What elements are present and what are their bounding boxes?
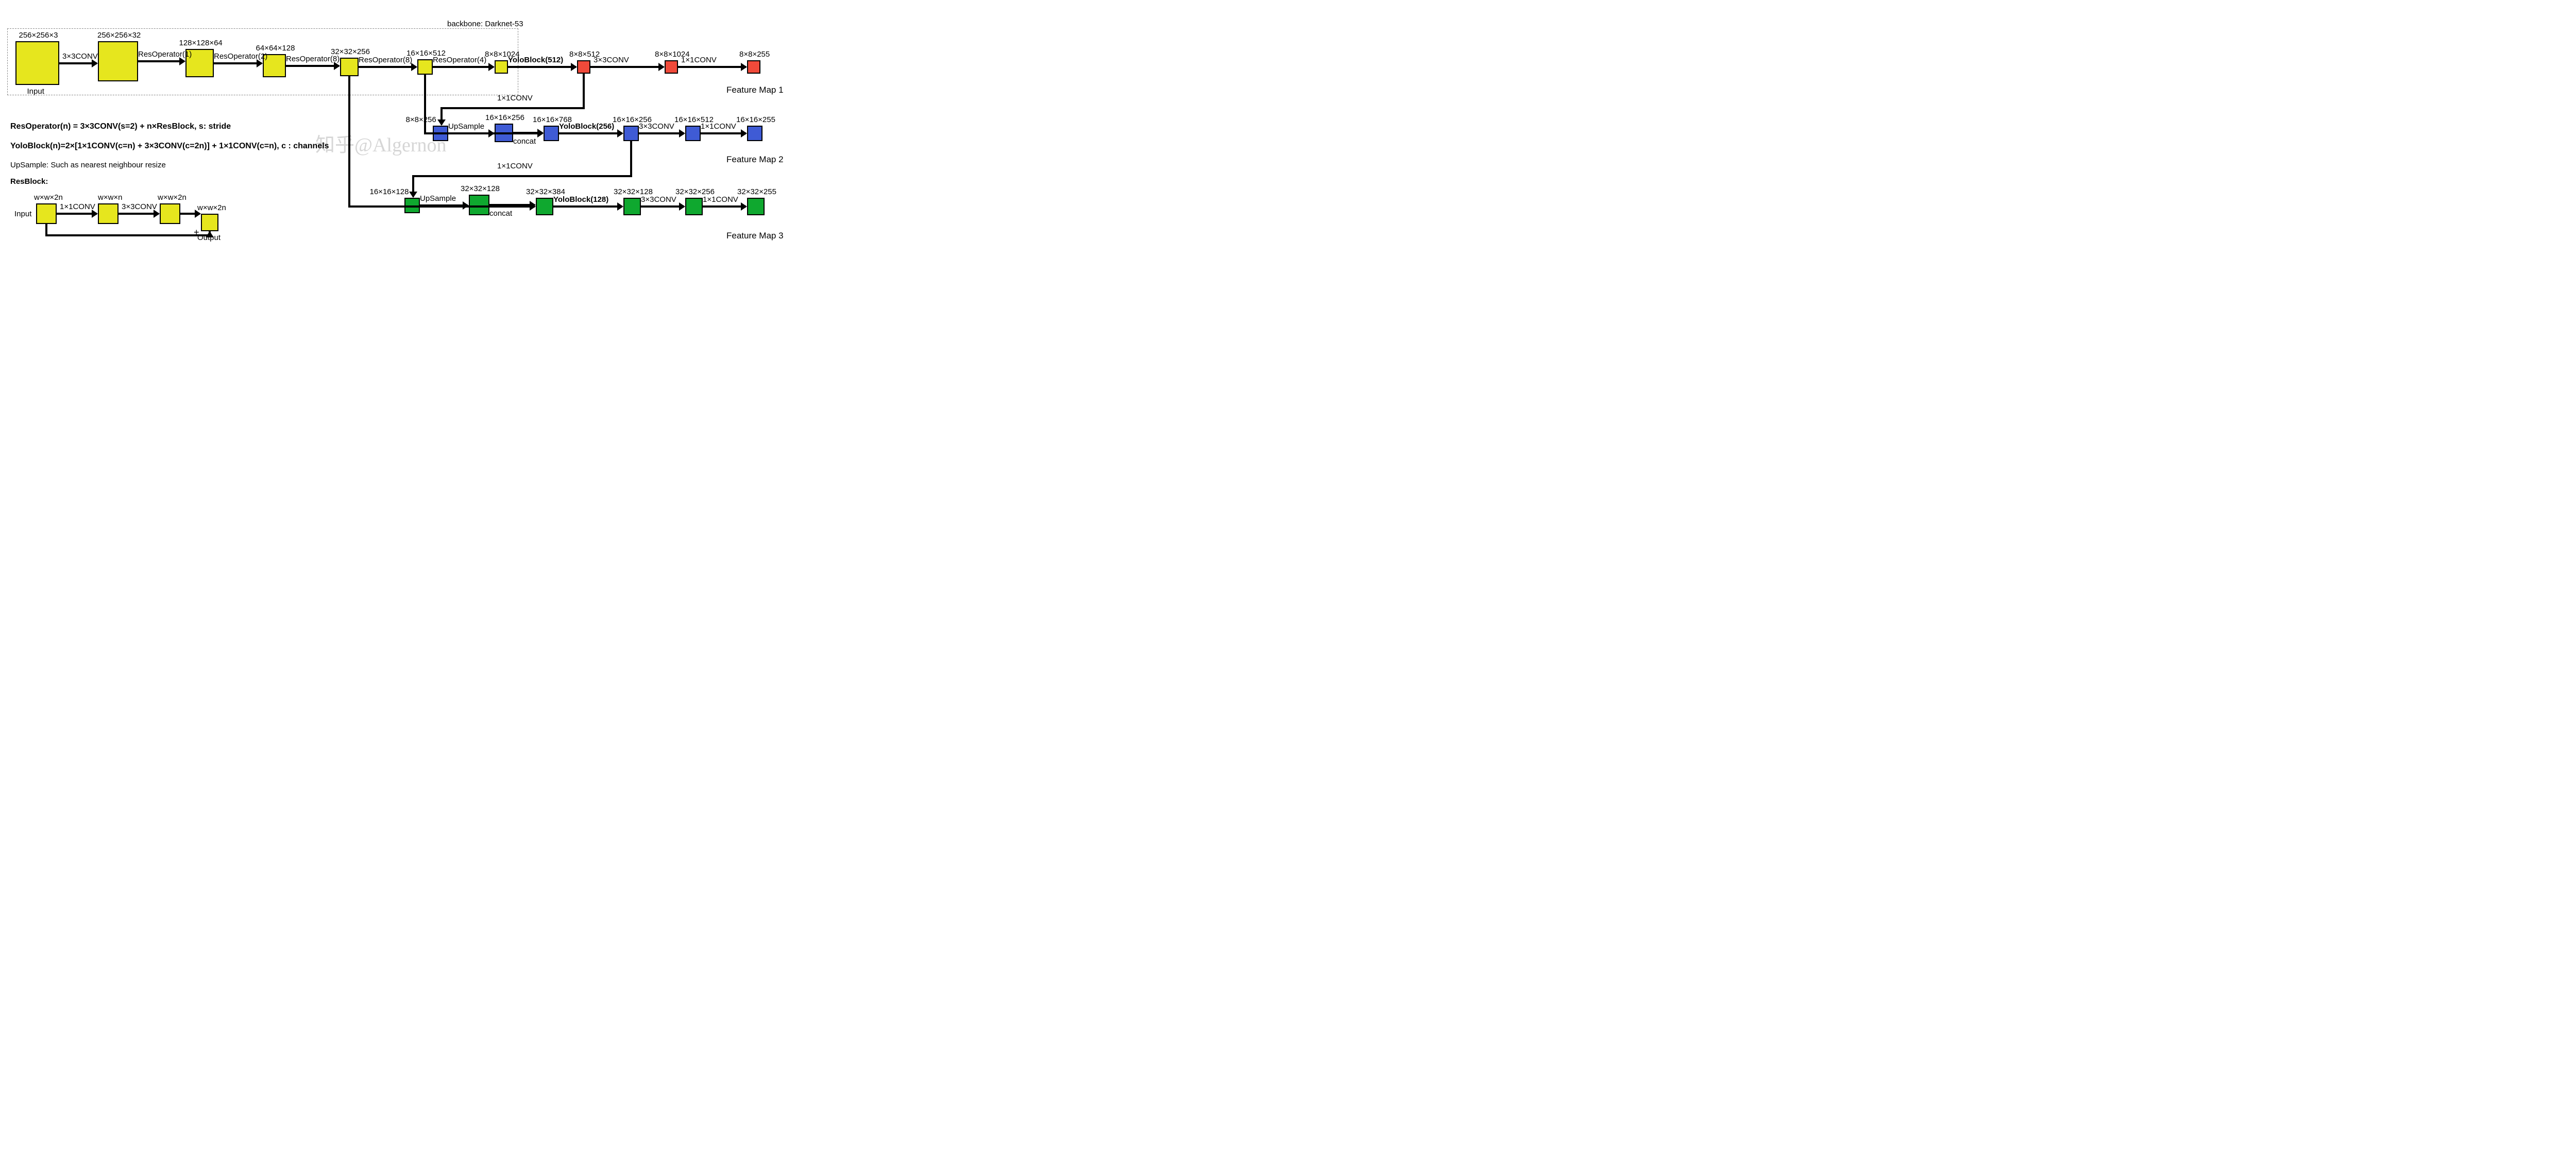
node-r8a — [340, 58, 359, 76]
edge-r8a-r8b — [359, 66, 416, 68]
node-ct1 — [544, 126, 559, 141]
dim-r2: 64×64×128 — [256, 44, 295, 53]
node-rb_o — [201, 214, 218, 231]
edge-r8b-r4 — [433, 66, 494, 68]
edge-yb1-m1a — [590, 66, 664, 68]
edge-m3a-m3b — [703, 205, 746, 208]
node-r8b — [417, 59, 433, 75]
edge-label-in-c0: 3×3CONV — [62, 52, 98, 61]
edge-yb3-m3a — [641, 205, 684, 208]
edge-r4-yb1 — [508, 66, 576, 68]
backbone-label: backbone: Darknet-53 — [447, 20, 523, 28]
edge-label-rb_a-rb_b: 3×3CONV — [122, 202, 157, 211]
edge-label-yb1-m1a: 3×3CONV — [594, 56, 629, 64]
dim-u2: 32×32×128 — [461, 184, 500, 193]
plus-sign: + — [194, 227, 199, 238]
edge-label-u1-ct1: concat — [513, 137, 536, 146]
lbl-rb_in: Input — [14, 210, 31, 218]
edge-rb_b-rb_o — [180, 213, 200, 215]
node-m2b — [747, 126, 762, 141]
edge-label-r1-r2: ResOperator(2) — [214, 52, 267, 61]
fmap-1: Feature Map 1 — [726, 85, 784, 95]
formula-1: ResOperator(n) = 3×3CONV(s=2) + n×ResBlo… — [10, 122, 231, 131]
node-rb_b — [160, 203, 180, 224]
fmap-3: Feature Map 3 — [726, 231, 784, 241]
edge-r1-r2 — [214, 62, 262, 64]
dim-m3b: 32×32×255 — [737, 187, 776, 196]
dim-r1: 128×128×64 — [179, 39, 223, 47]
edge-label-rb_in-rb_a: 1×1CONV — [60, 202, 95, 211]
edge-label-m2a-m2b: 1×1CONV — [701, 122, 736, 131]
dim-rb_o: w×w×2n — [197, 203, 226, 212]
edge-m2a-m2b — [701, 132, 746, 134]
formula-3: UpSample: Such as nearest neighbour resi… — [10, 161, 166, 169]
dim-c0: 256×256×32 — [97, 31, 141, 40]
resblock-title: ResBlock: — [10, 177, 48, 186]
node-in — [15, 41, 59, 85]
edge-label-ct1-yb2: YoloBlock(256) — [559, 122, 614, 131]
edge-label-d2-u2: UpSample — [420, 194, 456, 203]
dim-u1: 16×16×256 — [485, 113, 524, 122]
node-m1a — [665, 60, 678, 74]
node-yb3 — [623, 198, 641, 215]
node-m3a — [685, 198, 703, 215]
node-m1b — [747, 60, 760, 74]
edge-label-yb2-m2a: 3×3CONV — [639, 122, 674, 131]
lbl-in: Input — [27, 87, 44, 96]
node-r4 — [495, 60, 508, 74]
node-m2a — [685, 126, 701, 141]
edge-in-c0 — [59, 62, 97, 64]
node-yb1 — [577, 60, 590, 74]
node-yb2 — [623, 126, 639, 141]
edge-label-d1-u1: UpSample — [448, 122, 484, 131]
edge-ct2-yb3 — [553, 205, 622, 208]
node-m3b — [747, 198, 765, 215]
edge-m1a-m1b — [678, 66, 746, 68]
edge-label-c0-r1: ResOperator(1) — [138, 50, 192, 59]
edge-label-yb3-m3a: 3×3CONV — [641, 195, 676, 204]
formula-2: YoloBlock(n)=2×[1×1CONV(c=n) + 3×3CONV(c… — [10, 142, 329, 151]
edge-ct1-yb2 — [559, 132, 622, 134]
node-ct2 — [536, 198, 553, 215]
edge-label-r8b-r4: ResOperator(4) — [433, 56, 486, 64]
edge-r2-r8a — [286, 65, 339, 67]
dim-d1: 8×8×256 — [406, 115, 436, 124]
edge-c0-r1 — [138, 60, 184, 62]
edge-label-r4-yb1: YoloBlock(512) — [508, 56, 563, 64]
node-u2 — [469, 195, 489, 215]
edge-label-u2-ct2: concat — [489, 209, 512, 218]
node-rb_a — [98, 203, 118, 224]
node-c0 — [98, 41, 138, 81]
dim-rb_b: w×w×2n — [158, 193, 187, 202]
dim-m2b: 16×16×255 — [736, 115, 775, 124]
edge-label-ct2-yb3: YoloBlock(128) — [553, 195, 608, 204]
dim-rb_in: w×w×2n — [34, 193, 63, 202]
edge-label-m3a-m3b: 1×1CONV — [703, 195, 738, 204]
dim-in: 256×256×3 — [19, 31, 58, 40]
dim-m1b: 8×8×255 — [739, 50, 770, 59]
edge-rb_a-rb_b — [118, 213, 159, 215]
edge-rb_in-rb_a — [57, 213, 97, 215]
fmap-2: Feature Map 2 — [726, 154, 784, 165]
edge-label-r2-r8a: ResOperator(8) — [286, 55, 340, 63]
node-rb_in — [36, 203, 57, 224]
edge-label-r8a-r8b: ResOperator(8) — [359, 56, 412, 64]
edge-yb2-m2a — [639, 132, 684, 134]
edge-label-m1a-m1b: 1×1CONV — [681, 56, 717, 64]
dim-d2: 16×16×128 — [370, 187, 409, 196]
dim-rb_a: w×w×n — [98, 193, 123, 202]
